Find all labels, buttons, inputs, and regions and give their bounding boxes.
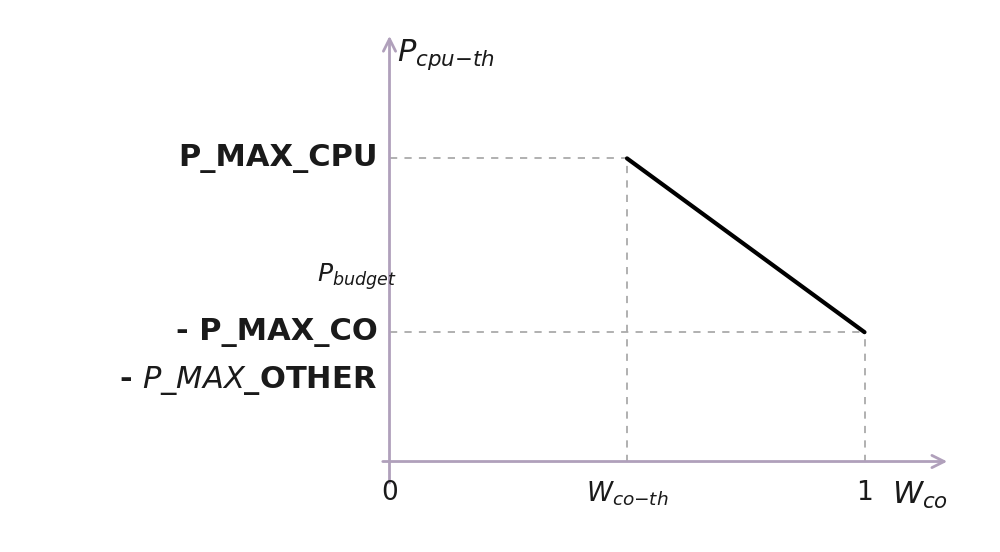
Text: $W_{co}$: $W_{co}$ bbox=[892, 480, 948, 511]
Text: $P_{cpu\mathit{-}th}$: $P_{cpu\mathit{-}th}$ bbox=[397, 37, 494, 72]
Text: 0: 0 bbox=[381, 480, 398, 506]
Text: $P_{budget}$: $P_{budget}$ bbox=[317, 261, 397, 292]
Text: P_MAX_CPU: P_MAX_CPU bbox=[178, 144, 378, 173]
Text: - P_MAX_CO: - P_MAX_CO bbox=[176, 318, 378, 347]
Text: $W_{co\mathit{-}th}$: $W_{co\mathit{-}th}$ bbox=[586, 480, 668, 508]
Text: 1: 1 bbox=[856, 480, 873, 506]
Text: - $\mathit{P\_MAX}$_OTHER: - $\mathit{P\_MAX}$_OTHER bbox=[119, 364, 378, 397]
